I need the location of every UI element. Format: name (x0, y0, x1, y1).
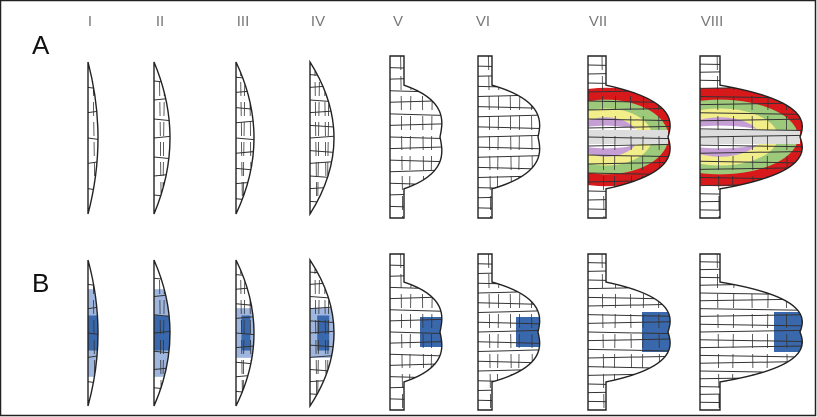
row-label: B (32, 268, 49, 298)
figure: IIIIIIIVVVIVIIVIIIAB (0, 0, 817, 417)
row-label: A (32, 30, 50, 60)
column-label: IV (311, 13, 325, 30)
column-label: I (88, 13, 92, 30)
column-label: III (237, 13, 250, 30)
column-label: VIII (701, 13, 724, 30)
column-label: VI (476, 13, 490, 30)
column-label: V (393, 13, 403, 30)
column-label: VII (589, 13, 607, 30)
dark-zone (241, 315, 250, 350)
column-label: II (156, 13, 164, 30)
